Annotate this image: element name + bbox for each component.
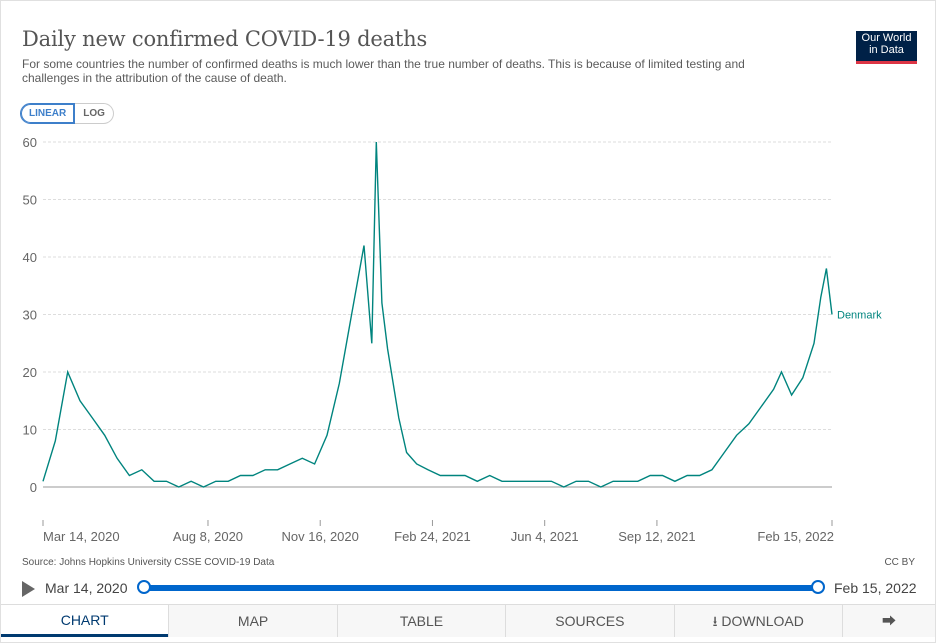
line-chart: 0 10 20 30 40 50 60 Mar 14, 2020 Aug 8, 2020 Nov…	[23, 135, 883, 544]
timeline: Mar 14, 2020 Feb 15, 2022	[1, 575, 935, 601]
share-button[interactable]: ⮕	[841, 605, 935, 637]
timeline-start-label: Mar 14, 2020	[45, 580, 128, 596]
series-line-denmark	[42, 141, 833, 488]
timeline-track[interactable]	[144, 585, 818, 591]
owid-logo[interactable]: Our World in Data	[856, 31, 917, 64]
x-tick-label: Feb 15, 2022	[757, 529, 834, 544]
x-tick-label: Sep 12, 2021	[618, 529, 695, 544]
x-tick-label: Nov 16, 2020	[282, 529, 359, 544]
y-tick-label: 40	[23, 250, 37, 265]
timeline-end-label: Feb 15, 2022	[834, 580, 917, 596]
logo-line-1: Our World	[861, 32, 912, 44]
tab-download[interactable]: ⭳ DOWNLOAD	[673, 605, 842, 637]
timeline-end-handle[interactable]	[811, 580, 825, 594]
x-tick-label: Mar 14, 2020	[43, 529, 120, 544]
logo-line-2: in Data	[869, 44, 904, 56]
y-tick-label: 0	[30, 480, 37, 495]
download-icon: ⭳	[712, 613, 718, 629]
x-tick-label: Jun 4, 2021	[511, 529, 579, 544]
play-icon[interactable]	[22, 581, 35, 597]
linear-scale-button[interactable]: LINEAR	[20, 103, 76, 124]
tab-sources[interactable]: SOURCES	[505, 605, 673, 637]
source-note[interactable]: Source: Johns Hopkins University CSSE CO…	[22, 557, 275, 568]
chart-title: Daily new confirmed COVID-19 deaths	[22, 27, 428, 51]
share-icon: ⮕	[881, 613, 896, 629]
y-tick-label: 30	[23, 308, 37, 323]
x-tick-label: Aug 8, 2020	[173, 529, 243, 544]
y-tick-label: 10	[23, 423, 37, 438]
tab-download-label: DOWNLOAD	[721, 613, 804, 629]
chart-subtitle: For some countries the number of confirm…	[22, 57, 745, 85]
y-axis-ticks: 0 10 20 30 40 50 60	[23, 135, 37, 495]
series-label-denmark: Denmark	[837, 310, 882, 322]
y-tick-label: 20	[23, 365, 37, 380]
x-tick-label: Feb 24, 2021	[394, 529, 471, 544]
tab-table[interactable]: TABLE	[336, 605, 505, 637]
grid-lines	[43, 141, 832, 488]
tab-map[interactable]: MAP	[168, 605, 336, 637]
y-tick-label: 60	[23, 135, 37, 150]
log-scale-button[interactable]: LOG	[75, 103, 114, 124]
timeline-start-handle[interactable]	[137, 580, 151, 594]
tab-bar: CHART MAP TABLE SOURCES ⭳ DOWNLOAD ⮕	[1, 604, 935, 637]
y-tick-label: 50	[23, 193, 37, 208]
tab-chart[interactable]: CHART	[1, 605, 169, 637]
scale-toggle: LINEAR LOG	[20, 103, 114, 124]
x-axis-ticks: Mar 14, 2020 Aug 8, 2020 Nov 16, 2020 Feb 2…	[42, 520, 834, 544]
license-note[interactable]: CC BY	[884, 557, 915, 568]
